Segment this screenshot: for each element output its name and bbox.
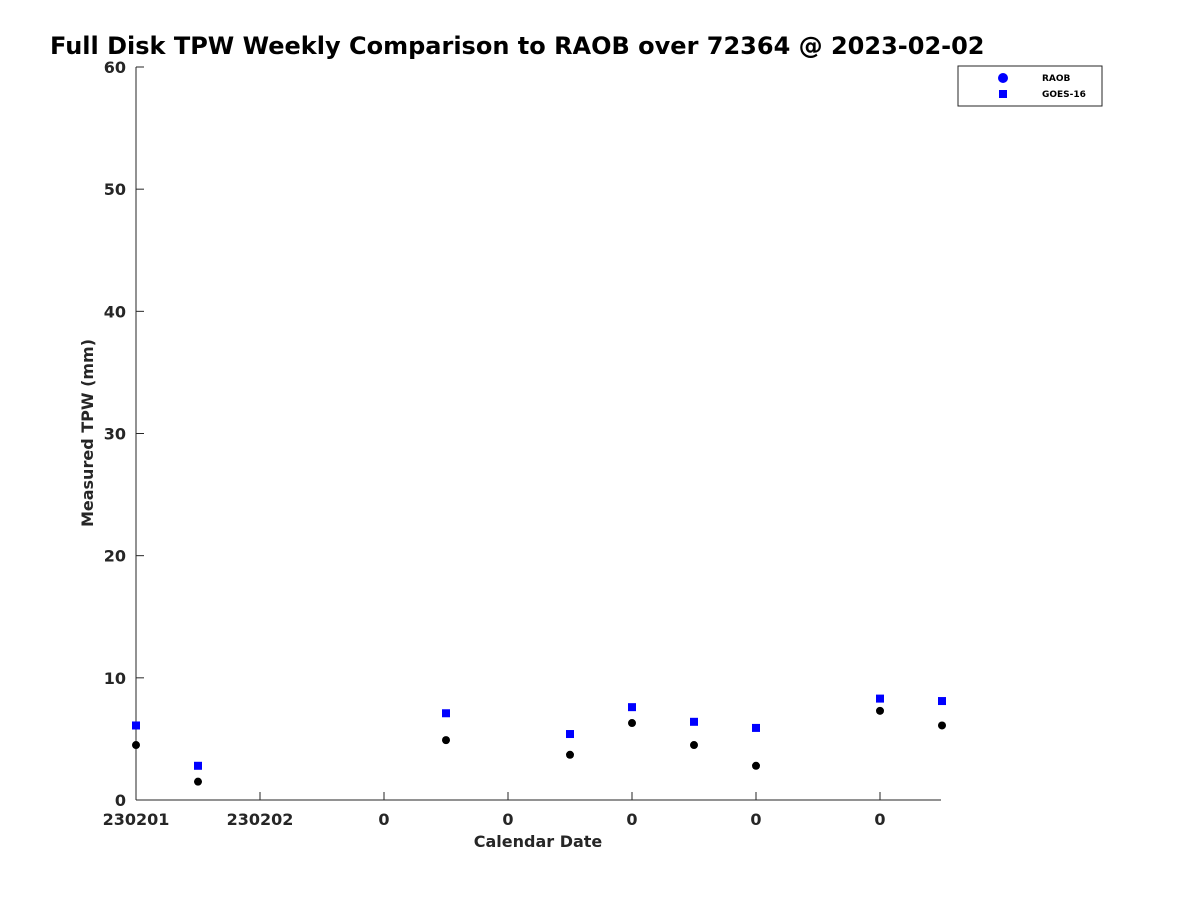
legend: RAOB GOES-16 — [957, 65, 1103, 107]
y-tick-label: 0 — [115, 791, 126, 810]
goes16-point — [194, 761, 202, 770]
legend-label-goes16: GOES-16 — [1042, 90, 1086, 100]
y-tick-label: 50 — [104, 180, 126, 199]
y-tick-label: 20 — [104, 547, 126, 566]
x-axis-label: Calendar Date — [474, 832, 603, 851]
raob-point — [194, 777, 202, 786]
raob-point — [442, 736, 450, 745]
y-tick-label: 10 — [104, 669, 126, 688]
goes16-point — [752, 723, 760, 732]
raob-point — [938, 721, 946, 730]
legend-box — [957, 65, 1103, 107]
x-tick-label: 230202 — [227, 810, 294, 829]
goes16-point — [566, 730, 574, 739]
raob-point — [628, 719, 636, 728]
legend-label-raob: RAOB — [1042, 74, 1071, 84]
raob-point — [132, 741, 140, 750]
x-tick-label: 0 — [750, 810, 761, 829]
raob-point — [690, 741, 698, 750]
x-ticks: 230201 230202 0 0 0 0 0 — [103, 792, 886, 829]
y-tick-label: 40 — [104, 302, 126, 321]
x-tick-label: 0 — [378, 810, 389, 829]
y-tick-label: 30 — [104, 425, 126, 444]
goes16-point — [876, 694, 884, 703]
goes16-point — [938, 697, 946, 706]
legend-marker-raob — [998, 73, 1008, 83]
y-ticks: 0 10 20 30 40 50 60 — [104, 58, 144, 810]
goes16-point — [628, 703, 636, 712]
raob-point — [566, 750, 574, 759]
legend-marker-goes16 — [999, 90, 1007, 98]
x-tick-label: 0 — [626, 810, 637, 829]
chart-title: Full Disk TPW Weekly Comparison to RAOB … — [50, 32, 985, 60]
axes — [135, 67, 941, 801]
y-axis-label: Measured TPW (mm) — [78, 339, 97, 527]
goes16-point — [442, 709, 450, 718]
y-tick-label: 60 — [104, 58, 126, 77]
x-tick-label: 230201 — [103, 810, 170, 829]
x-tick-label: 0 — [874, 810, 885, 829]
goes16-point — [690, 717, 698, 726]
goes16-point — [132, 721, 140, 730]
data-points — [132, 694, 946, 786]
x-tick-label: 0 — [502, 810, 513, 829]
raob-point — [876, 706, 884, 715]
raob-point — [752, 761, 760, 770]
